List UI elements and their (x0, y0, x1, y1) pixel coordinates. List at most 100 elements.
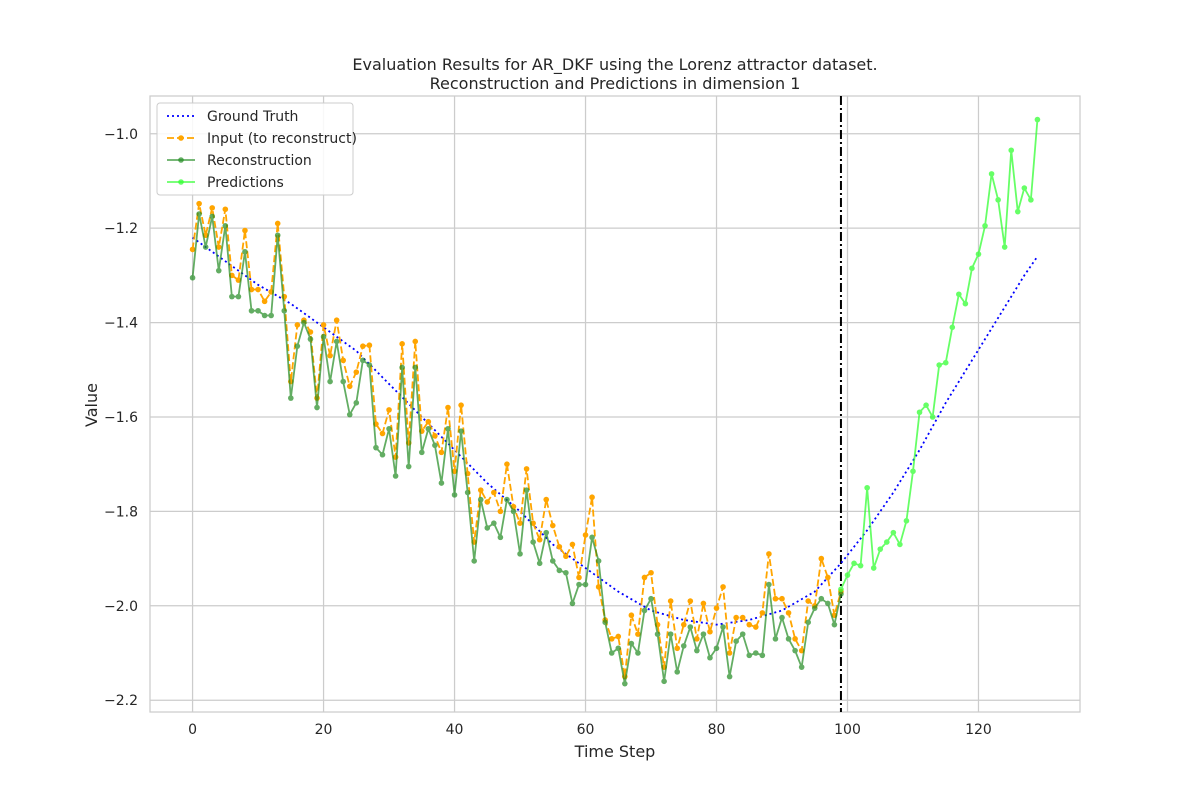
data-point (969, 265, 975, 272)
data-point (910, 468, 916, 475)
data-point (582, 581, 589, 588)
data-point (484, 525, 491, 531)
data-point (877, 546, 884, 552)
data-point (635, 650, 641, 656)
grid (150, 96, 1080, 712)
series-input-to-reconstruct (189, 200, 844, 680)
data-point (700, 631, 707, 637)
data-point (504, 461, 510, 467)
data-point (399, 364, 405, 371)
data-point (975, 251, 982, 257)
data-point (412, 364, 419, 371)
chart-title: Evaluation Results for AR_DKF using the … (352, 55, 877, 75)
data-point (1001, 244, 1008, 250)
data-point (595, 584, 602, 590)
y-tick-label: −1.2 (104, 221, 138, 237)
data-point (497, 534, 504, 541)
data-point (255, 307, 261, 314)
data-point (864, 484, 870, 491)
series-line (192, 236, 1039, 626)
data-point (766, 551, 772, 557)
data-point (569, 600, 576, 607)
series-layer (189, 96, 1041, 712)
data-point (857, 562, 864, 569)
data-point (445, 425, 451, 432)
data-point (661, 678, 667, 685)
data-point (739, 631, 746, 637)
data-point (445, 404, 451, 411)
data-point (667, 598, 674, 604)
series-line (191, 213, 842, 685)
data-point (648, 595, 654, 602)
data-point (694, 636, 700, 642)
data-point (536, 536, 543, 543)
data-point (261, 312, 268, 319)
data-point (1014, 208, 1021, 215)
data-point (589, 534, 595, 541)
data-point (320, 322, 327, 328)
legend: Ground Truth Input (to reconstruct) Recons… (156, 102, 357, 196)
data-point (785, 610, 792, 616)
data-point (418, 449, 425, 456)
data-point (825, 600, 831, 607)
data-point (707, 628, 713, 635)
data-point (674, 645, 681, 652)
data-point (497, 508, 504, 515)
data-point (772, 595, 779, 602)
data-point (995, 197, 1001, 203)
data-point (458, 402, 464, 408)
data-point (563, 553, 569, 560)
data-point (779, 614, 785, 621)
data-point (432, 433, 438, 439)
legend-marker (178, 135, 184, 141)
data-point (838, 591, 844, 597)
data-point (1034, 116, 1041, 123)
legend-marker (178, 157, 184, 163)
data-point (739, 614, 746, 621)
data-point (373, 444, 379, 451)
series-line (191, 202, 842, 678)
data-point (897, 541, 903, 548)
data-point (700, 600, 707, 607)
data-point (720, 624, 726, 630)
data-point (504, 496, 510, 503)
x-tick-label: 120 (965, 722, 992, 738)
data-point (759, 652, 766, 659)
data-point (916, 409, 923, 416)
data-point (602, 619, 608, 626)
y-tick-label: −2.0 (104, 599, 138, 615)
data-point (707, 654, 713, 661)
legend-box (156, 102, 354, 196)
data-point (582, 532, 589, 538)
data-point (635, 631, 641, 637)
data-point (641, 607, 648, 614)
data-point (405, 463, 412, 470)
data-point (327, 378, 333, 385)
data-point (196, 211, 202, 217)
data-point (353, 369, 360, 375)
data-point (595, 558, 602, 564)
data-point (818, 595, 825, 602)
data-point (242, 227, 248, 234)
data-point (517, 520, 523, 526)
data-point (399, 341, 405, 347)
data-point (314, 404, 320, 411)
data-point (523, 466, 530, 472)
data-point (563, 569, 569, 576)
data-point (680, 643, 687, 649)
series-ground-truth (192, 236, 1039, 626)
x-tick-label: 100 (834, 722, 861, 738)
data-point (589, 494, 595, 501)
data-point (360, 343, 366, 349)
data-point (680, 621, 687, 628)
data-point (746, 621, 753, 628)
data-point (726, 673, 733, 680)
data-point (209, 213, 216, 220)
data-point (517, 551, 523, 557)
data-point (386, 425, 392, 432)
data-point (464, 489, 471, 496)
data-point (805, 619, 812, 626)
data-point (242, 248, 248, 255)
data-point (307, 336, 314, 342)
data-point (215, 267, 222, 274)
